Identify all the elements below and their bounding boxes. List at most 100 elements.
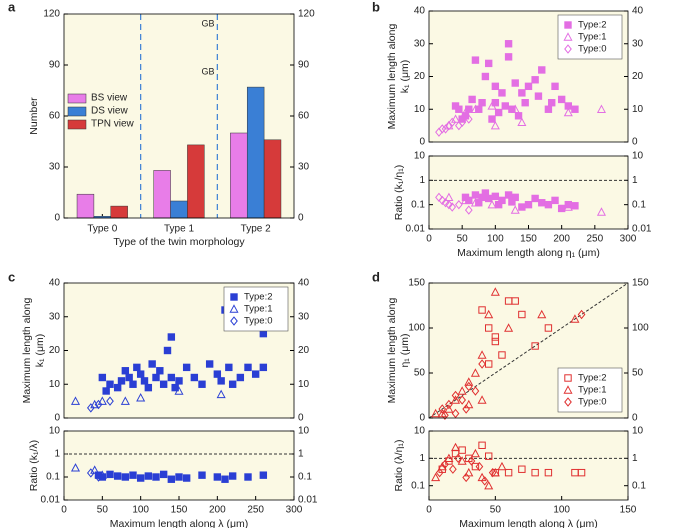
marker xyxy=(225,363,233,372)
marker xyxy=(511,193,519,202)
marker xyxy=(190,373,199,382)
chart: 0 0 30 30 60 60 90 90 120 120 Number Type of the tw… xyxy=(8,0,315,248)
x-tick-label: 200 xyxy=(209,505,226,516)
marker xyxy=(487,101,497,110)
marker xyxy=(510,205,520,214)
y2-tick-label: 90 xyxy=(298,60,310,71)
marker xyxy=(198,471,206,479)
marker xyxy=(517,117,527,127)
marker xyxy=(460,195,471,205)
plot-frame xyxy=(428,155,629,230)
marker xyxy=(458,117,467,128)
y-tick-label: 0 xyxy=(54,213,60,224)
legend-label: Type:1 xyxy=(578,385,607,396)
marker xyxy=(462,472,470,483)
marker xyxy=(484,309,494,319)
panel-letter: c xyxy=(8,269,15,284)
marker xyxy=(244,473,252,481)
marker xyxy=(464,381,473,392)
marker xyxy=(480,476,489,486)
y2-tick-label: 30 xyxy=(298,162,310,173)
y-tick-label: 50 xyxy=(414,368,426,379)
y2-tick-label: 20 xyxy=(298,345,310,356)
x-axis-label: Type of the twin morphology xyxy=(113,236,245,248)
marker xyxy=(471,462,480,471)
marker xyxy=(544,468,553,477)
marker xyxy=(175,377,183,385)
marker xyxy=(448,117,457,128)
marker xyxy=(491,333,500,341)
y-tick-label: 40 xyxy=(49,278,61,289)
marker xyxy=(182,363,191,372)
marker xyxy=(228,380,237,388)
y-axis-label: Maximum length along xyxy=(21,298,33,404)
y-tick-label: 90 xyxy=(49,60,61,71)
marker xyxy=(159,380,168,388)
marker xyxy=(182,474,191,482)
marker xyxy=(531,76,539,84)
marker xyxy=(140,377,149,385)
marker xyxy=(464,377,474,386)
bar xyxy=(187,144,205,219)
marker xyxy=(485,59,493,68)
marker xyxy=(478,99,486,107)
marker xyxy=(518,89,526,97)
marker xyxy=(167,333,176,341)
y-tick-label: 0 xyxy=(419,413,425,424)
marker xyxy=(497,461,507,471)
marker xyxy=(491,82,500,91)
x-tick-label: 50 xyxy=(490,505,502,516)
marker xyxy=(570,314,580,323)
y2-tick-label: 0.01 xyxy=(632,224,652,235)
marker xyxy=(441,410,449,420)
y-tick-label: 0.1 xyxy=(411,199,425,210)
marker xyxy=(152,373,160,382)
marker xyxy=(518,310,526,319)
y2-tick-label: 0.1 xyxy=(632,199,646,210)
marker xyxy=(221,475,229,483)
plot-frame xyxy=(428,10,629,143)
marker xyxy=(490,467,500,477)
marker xyxy=(504,468,513,477)
marker xyxy=(494,108,503,117)
y-tick-label: 1 xyxy=(419,175,425,186)
plot-frame xyxy=(428,430,629,501)
marker xyxy=(144,472,153,480)
y-tick-label: 0 xyxy=(419,137,425,148)
marker xyxy=(571,202,579,210)
marker xyxy=(213,473,222,481)
y2-tick-label: 50 xyxy=(632,368,644,379)
y-axis-label: k₁ (μm) xyxy=(34,334,46,368)
marker xyxy=(464,114,473,124)
plot-frame xyxy=(63,430,295,501)
marker xyxy=(538,199,546,207)
legend-label: Type:0 xyxy=(244,316,273,327)
marker xyxy=(236,373,245,382)
marker xyxy=(504,191,513,199)
y-tick-label: 10 xyxy=(414,426,426,437)
marker xyxy=(106,470,114,479)
y2-tick-label: 30 xyxy=(298,311,310,322)
marker xyxy=(498,196,506,205)
marker xyxy=(438,404,447,414)
y2-tick-label: 30 xyxy=(632,38,644,49)
x-tick-label: 150 xyxy=(171,505,188,516)
marker xyxy=(596,207,607,216)
legend-label: Type:2 xyxy=(578,373,607,384)
marker xyxy=(457,456,467,465)
y2-tick-label: 10 xyxy=(632,104,644,115)
bar xyxy=(76,193,95,219)
y2-tick-label: 20 xyxy=(632,71,644,82)
marker xyxy=(484,480,494,490)
y2-tick-label: 1 xyxy=(632,175,638,186)
marker xyxy=(129,471,137,479)
marker xyxy=(485,194,493,203)
bar xyxy=(230,132,248,219)
plot-frame xyxy=(63,282,295,419)
marker xyxy=(511,297,519,305)
marker xyxy=(159,470,168,479)
marker xyxy=(438,195,447,206)
marker xyxy=(470,368,480,377)
marker xyxy=(94,472,103,482)
